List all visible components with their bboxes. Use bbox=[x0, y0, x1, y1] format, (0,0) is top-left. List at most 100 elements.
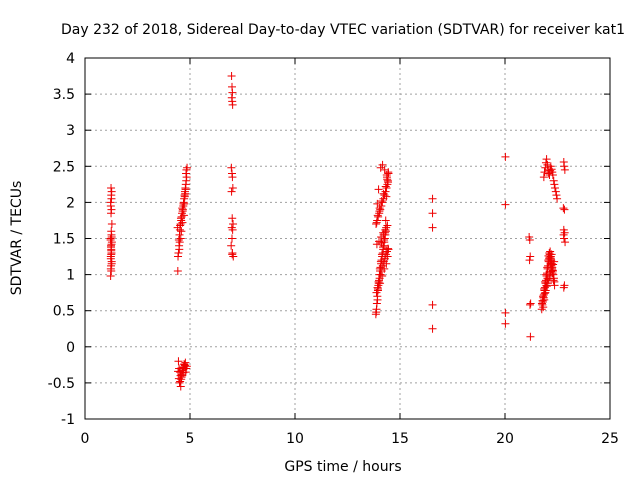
data-point bbox=[107, 246, 116, 255]
data-point bbox=[551, 187, 560, 196]
data-point bbox=[227, 163, 236, 172]
data-point bbox=[538, 296, 547, 305]
data-point bbox=[374, 277, 383, 286]
data-point bbox=[378, 272, 387, 281]
data-point bbox=[382, 223, 391, 232]
data-points bbox=[106, 72, 570, 391]
data-point bbox=[228, 225, 237, 234]
data-point bbox=[228, 100, 237, 109]
data-point bbox=[106, 254, 115, 263]
data-point bbox=[183, 163, 192, 172]
data-point bbox=[107, 183, 116, 192]
data-point bbox=[181, 189, 190, 198]
data-point bbox=[373, 211, 382, 220]
data-point bbox=[228, 183, 237, 192]
data-point bbox=[383, 221, 392, 230]
data-point bbox=[228, 234, 236, 243]
data-point bbox=[174, 374, 183, 383]
data-point bbox=[178, 205, 187, 214]
data-point bbox=[228, 88, 237, 97]
data-point bbox=[373, 285, 382, 294]
y-tick-label: 2.5 bbox=[53, 159, 75, 175]
y-tick-label: 2 bbox=[66, 195, 75, 211]
data-point bbox=[228, 173, 237, 182]
data-point bbox=[382, 259, 391, 268]
data-point bbox=[180, 199, 189, 208]
x-tick-label: 0 bbox=[81, 431, 90, 447]
grid-lines bbox=[85, 58, 610, 419]
data-point bbox=[550, 281, 559, 290]
data-point bbox=[552, 191, 561, 200]
data-point bbox=[227, 223, 236, 232]
data-point bbox=[559, 283, 568, 292]
data-point bbox=[542, 282, 551, 291]
x-tick-label: 25 bbox=[601, 431, 619, 447]
data-point bbox=[381, 216, 390, 225]
data-point bbox=[548, 170, 557, 179]
data-point bbox=[428, 300, 437, 309]
data-point bbox=[561, 238, 570, 247]
data-point bbox=[550, 183, 559, 192]
data-point bbox=[175, 238, 184, 247]
data-point bbox=[374, 185, 383, 194]
data-point bbox=[382, 192, 391, 201]
data-point bbox=[229, 252, 238, 261]
data-point bbox=[383, 252, 392, 261]
data-point bbox=[542, 270, 551, 279]
data-point bbox=[377, 238, 386, 247]
plot-area bbox=[84, 57, 611, 420]
data-point bbox=[548, 266, 557, 275]
data-point bbox=[107, 259, 116, 268]
data-point bbox=[181, 368, 190, 377]
data-point bbox=[376, 270, 385, 279]
data-point bbox=[106, 198, 115, 207]
data-point bbox=[543, 263, 552, 272]
y-tick-label: -1 bbox=[61, 412, 75, 428]
data-point bbox=[378, 198, 387, 207]
data-point bbox=[175, 378, 184, 387]
data-point bbox=[381, 225, 390, 234]
data-point bbox=[526, 332, 535, 341]
data-point bbox=[376, 205, 385, 214]
data-point bbox=[178, 204, 187, 213]
data-point bbox=[542, 155, 551, 164]
data-point bbox=[428, 223, 437, 232]
data-point bbox=[540, 289, 549, 298]
data-point bbox=[180, 361, 189, 370]
data-point bbox=[541, 158, 550, 167]
x-tick-label: 5 bbox=[186, 431, 195, 447]
data-point bbox=[382, 183, 391, 192]
y-tick-label: 1.5 bbox=[53, 232, 75, 248]
data-point bbox=[380, 191, 389, 200]
data-point bbox=[501, 319, 510, 328]
data-point bbox=[544, 274, 553, 283]
data-point bbox=[549, 276, 558, 285]
data-point bbox=[428, 209, 437, 218]
y-tick-label: 4 bbox=[66, 51, 75, 67]
data-point bbox=[559, 204, 568, 213]
data-point bbox=[106, 264, 115, 273]
data-point bbox=[501, 308, 510, 317]
x-axis-label: GPS time / hours bbox=[284, 459, 401, 475]
data-point bbox=[107, 220, 116, 229]
y-axis-label: SDTVAR / TECUs bbox=[9, 181, 25, 296]
data-point bbox=[525, 256, 534, 265]
data-point bbox=[428, 194, 437, 203]
data-point bbox=[560, 228, 569, 237]
data-point bbox=[177, 227, 186, 236]
data-point bbox=[174, 357, 183, 366]
data-point bbox=[107, 187, 116, 196]
data-point bbox=[540, 168, 549, 177]
data-point bbox=[539, 173, 548, 182]
data-point bbox=[372, 218, 381, 227]
data-point bbox=[428, 324, 437, 333]
data-point bbox=[546, 259, 555, 268]
data-point bbox=[377, 196, 386, 205]
data-point bbox=[376, 279, 385, 288]
data-point bbox=[378, 160, 387, 169]
data-point bbox=[381, 182, 390, 191]
data-point bbox=[227, 72, 236, 81]
data-point bbox=[560, 205, 569, 214]
data-point bbox=[107, 205, 116, 214]
data-point bbox=[382, 170, 391, 179]
